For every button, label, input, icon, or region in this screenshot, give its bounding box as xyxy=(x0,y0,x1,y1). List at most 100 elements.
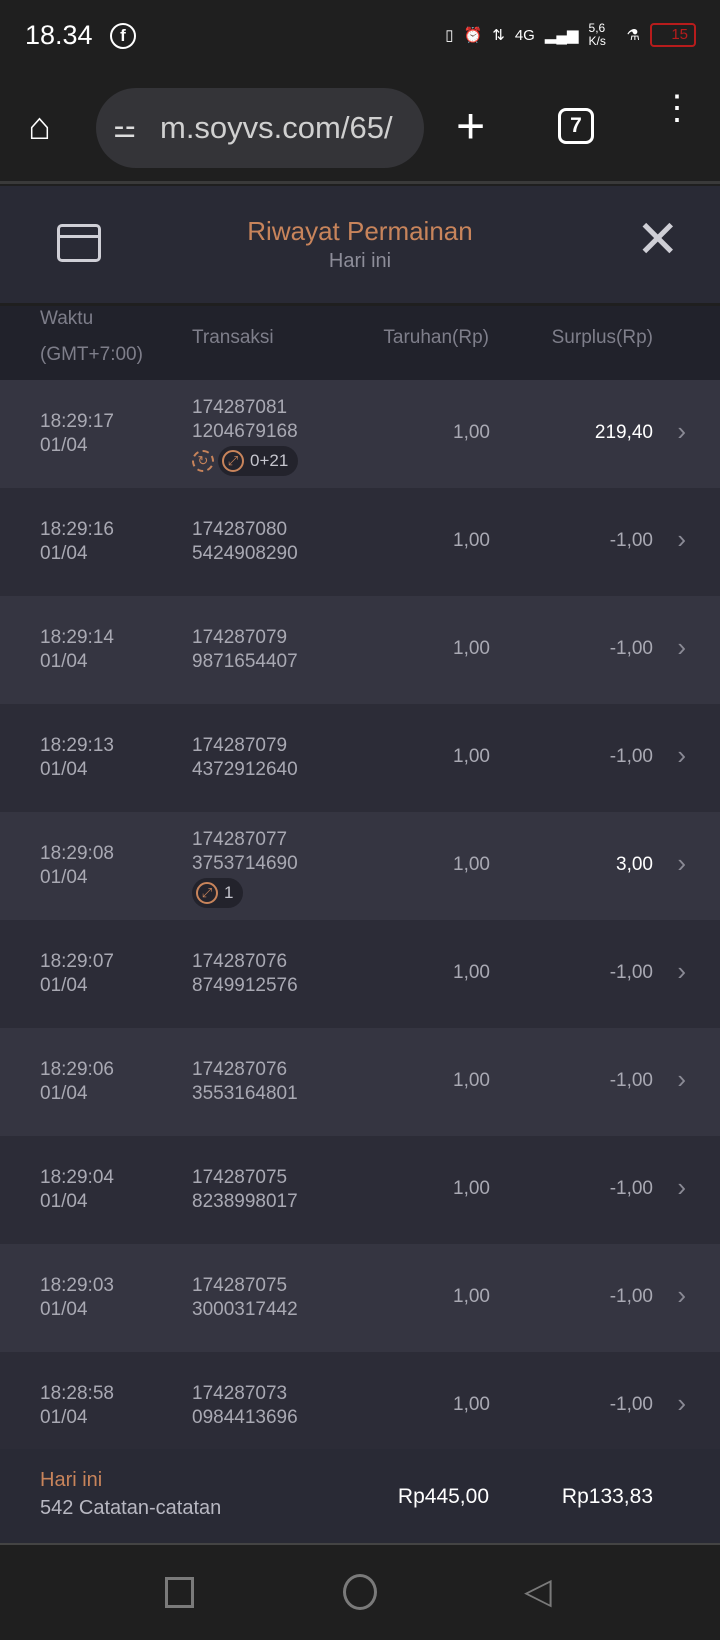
signal-icon: ▂▄▆ xyxy=(544,27,579,44)
row-time: 18:29:17 xyxy=(40,411,114,432)
transaction-id-part1: 174287076 xyxy=(192,1059,288,1080)
column-transaction: Transaksi xyxy=(192,327,274,348)
chevron-right-icon[interactable]: › xyxy=(677,1280,686,1310)
battery-indicator: 15 xyxy=(650,23,696,47)
row-time: 18:28:58 xyxy=(40,1383,114,1404)
row-surplus: 3,00 xyxy=(616,854,653,875)
table-row[interactable]: 18:29:06 01/04 174287076 3553164801 1,00 -1,0… xyxy=(0,1028,720,1136)
summary-period: Hari ini xyxy=(40,1469,103,1491)
chevron-right-icon[interactable]: › xyxy=(677,740,686,770)
column-time: Waktu xyxy=(40,308,94,329)
row-surplus: -1,00 xyxy=(609,962,653,983)
row-time: 18:29:07 xyxy=(40,951,114,972)
feature-badges: ↻ ⤢ 0+21 xyxy=(192,446,299,476)
calendar-icon[interactable] xyxy=(57,224,101,262)
row-surplus: 219,40 xyxy=(594,422,653,443)
transaction-id-part1: 174287079 xyxy=(192,735,288,756)
data-transfer-icon: ⇅ xyxy=(492,27,505,44)
history-table: 18:29:17 01/04 174287081 1204679168 ↻ ⤢ 0+21 1,… xyxy=(0,380,720,1460)
row-bet: 1,00 xyxy=(453,854,490,875)
total-surplus: Rp133,83 xyxy=(561,1485,653,1508)
table-row[interactable]: 18:29:03 01/04 174287075 3000317442 1,00 -1,0… xyxy=(0,1244,720,1352)
row-surplus: -1,00 xyxy=(609,1070,653,1091)
system-nav-bar: ◁ xyxy=(0,1547,720,1640)
chevron-right-icon[interactable]: › xyxy=(677,632,686,662)
row-time: 18:29:06 xyxy=(40,1059,114,1080)
summary-footer: Hari ini 542 Catatan-catatan Rp445,00 Rp… xyxy=(0,1449,720,1545)
chevron-right-icon[interactable]: › xyxy=(677,956,686,986)
column-timezone: (GMT+7:00) xyxy=(40,344,143,365)
chevron-right-icon[interactable]: › xyxy=(677,416,686,446)
row-bet: 1,00 xyxy=(453,422,490,443)
free-spin-count: 1 xyxy=(224,883,234,902)
date-filter-label: Hari ini xyxy=(328,250,392,272)
site-settings-icon[interactable]: ⚍ xyxy=(113,113,137,143)
expand-arrows-icon: ⤢ xyxy=(196,882,218,904)
url-bar[interactable]: ⚍ m.soyvs.com/65/ xyxy=(96,88,424,168)
chevron-right-icon[interactable]: › xyxy=(677,1064,686,1094)
clock: 18.34 xyxy=(25,20,93,50)
table-row[interactable]: 18:29:04 01/04 174287075 8238998017 1,00 -1,0… xyxy=(0,1136,720,1244)
row-bet: 1,00 xyxy=(453,746,490,767)
more-menu-icon[interactable]: ⋮ xyxy=(660,89,694,127)
chevron-right-icon[interactable]: › xyxy=(677,848,686,878)
row-surplus: -1,00 xyxy=(609,746,653,767)
home-icon[interactable]: ⌂ xyxy=(28,106,51,148)
row-date: 01/04 xyxy=(40,1083,88,1104)
row-date: 01/04 xyxy=(40,1191,88,1212)
transaction-id-part1: 174287080 xyxy=(192,519,288,540)
row-time: 18:29:14 xyxy=(40,627,114,648)
alarm-icon: ⏰ xyxy=(463,27,483,44)
transaction-id-part1: 174287075 xyxy=(192,1167,288,1188)
transaction-id-part2: 8238998017 xyxy=(192,1191,298,1212)
table-row[interactable]: 18:28:58 01/04 174287073 0984413696 1,00 -1,0… xyxy=(0,1352,720,1460)
tab-switcher-button[interactable]: 7 xyxy=(558,108,594,144)
browser-toolbar: ⌂ ⚍ m.soyvs.com/65/ + 7 ⋮ xyxy=(0,72,720,184)
respin-icon: ↻ xyxy=(192,450,214,472)
row-bet: 1,00 xyxy=(453,638,490,659)
home-button[interactable] xyxy=(343,1574,377,1610)
recents-button[interactable] xyxy=(165,1577,194,1608)
row-date: 01/04 xyxy=(40,435,88,456)
transaction-id-part1: 174287081 xyxy=(192,397,288,418)
table-row[interactable]: 18:29:16 01/04 174287080 5424908290 1,00 -1,0… xyxy=(0,488,720,596)
transaction-id-part1: 174287079 xyxy=(192,627,288,648)
transaction-id-part2: 9871654407 xyxy=(192,651,298,672)
table-row[interactable]: 18:29:17 01/04 174287081 1204679168 ↻ ⤢ 0+21 1,… xyxy=(0,380,720,488)
transaction-id-part2: 1204679168 xyxy=(192,421,298,442)
row-date: 01/04 xyxy=(40,1407,88,1428)
chevron-right-icon[interactable]: › xyxy=(677,1388,686,1418)
record-count: 542 Catatan-catatan xyxy=(40,1497,222,1519)
table-row[interactable]: 18:29:07 01/04 174287076 8749912576 1,00 -1,0… xyxy=(0,920,720,1028)
transaction-id-part2: 3753714690 xyxy=(192,853,298,874)
new-tab-icon[interactable]: + xyxy=(456,98,486,154)
row-bet: 1,00 xyxy=(453,1286,490,1307)
transaction-id-part2: 3000317442 xyxy=(192,1299,298,1320)
table-row[interactable]: 18:29:08 01/04 174287077 3753714690 ⤢ 1 1,00 3,… xyxy=(0,812,720,920)
total-bet: Rp445,00 xyxy=(397,1485,489,1508)
transaction-id-part1: 174287073 xyxy=(192,1383,288,1404)
network-speed: 5,6 K/s xyxy=(588,21,606,48)
table-row[interactable]: 18:29:13 01/04 174287079 4372912640 1,00 -1,0… xyxy=(0,704,720,812)
close-icon[interactable]: ✕ xyxy=(636,211,680,269)
row-bet: 1,00 xyxy=(453,530,490,551)
row-date: 01/04 xyxy=(40,543,88,564)
lab-flask-icon: ⚗ xyxy=(626,27,640,44)
vibrate-icon: ▯ xyxy=(445,27,454,44)
network-type: 4G xyxy=(514,26,535,44)
transaction-id-part2: 0984413696 xyxy=(192,1407,298,1428)
row-date: 01/04 xyxy=(40,1299,88,1320)
expand-arrows-icon: ⤢ xyxy=(222,450,244,472)
row-surplus: -1,00 xyxy=(609,1286,653,1307)
transaction-id-part1: 174287077 xyxy=(192,829,288,850)
chevron-right-icon[interactable]: › xyxy=(677,1172,686,1202)
back-button[interactable]: ◁ xyxy=(524,1570,552,1611)
row-surplus: -1,00 xyxy=(609,1394,653,1415)
table-row[interactable]: 18:29:14 01/04 174287079 9871654407 1,00 -1,0… xyxy=(0,596,720,704)
chevron-right-icon[interactable]: › xyxy=(677,524,686,554)
row-bet: 1,00 xyxy=(453,1070,490,1091)
row-time: 18:29:16 xyxy=(40,519,114,540)
row-surplus: -1,00 xyxy=(609,530,653,551)
row-time: 18:29:03 xyxy=(40,1275,114,1296)
row-surplus: -1,00 xyxy=(609,1178,653,1199)
